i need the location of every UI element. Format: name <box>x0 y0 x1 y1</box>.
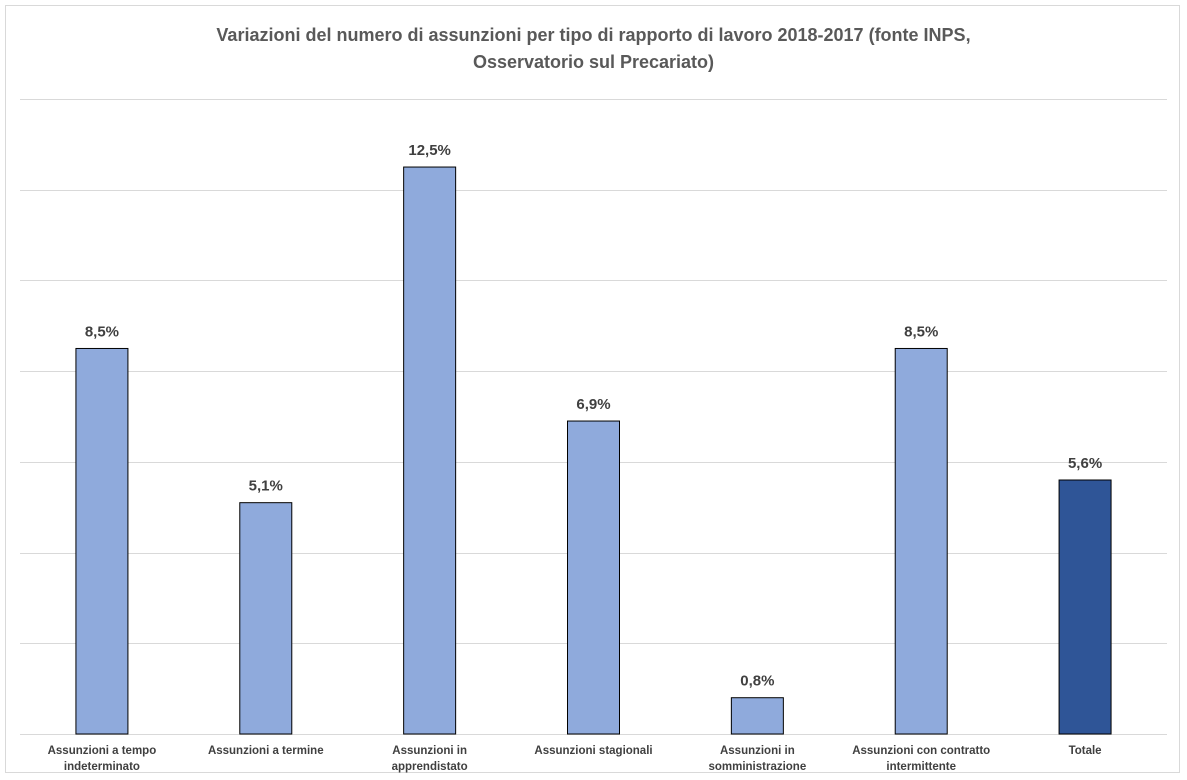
category-label-line: Assunzioni a tempo <box>48 745 157 757</box>
bar <box>403 166 457 735</box>
data-labels: 8,5% 5,1% 12,5% 6,9% 0,8% 8,5% 5,6% <box>85 142 1102 690</box>
bar <box>730 697 784 735</box>
category-label-line: somministrazione <box>708 761 806 773</box>
bar <box>894 347 948 735</box>
category-label: Assunzioni con contratto intermittente <box>852 745 990 773</box>
category-label: Assunzioni a tempo indeterminato <box>48 745 157 773</box>
data-label: 12,5% <box>408 142 451 159</box>
category-label-line: Assunzioni in <box>392 745 467 757</box>
chart-title-line-1: Variazioni del numero di assunzioni per … <box>216 25 971 45</box>
data-label: 5,1% <box>249 478 283 495</box>
bars <box>75 166 1112 735</box>
bar <box>1058 479 1112 735</box>
data-label: 0,8% <box>740 673 774 690</box>
category-label-line: Assunzioni in <box>720 745 795 757</box>
category-label: Assunzioni a termine <box>208 745 324 757</box>
data-label: 6,9% <box>576 396 610 413</box>
category-label-line: apprendistato <box>392 761 468 773</box>
category-label-line: Assunzioni con contratto <box>852 745 990 757</box>
data-label: 8,5% <box>904 323 938 340</box>
data-label: 5,6% <box>1068 455 1102 472</box>
category-label: Assunzioni in apprendistato <box>392 745 468 773</box>
category-label: Totale <box>1069 745 1102 757</box>
category-label-line: Assunzioni a termine <box>208 745 324 757</box>
category-label-line: Totale <box>1069 745 1102 757</box>
bar <box>567 420 620 735</box>
bar <box>239 502 293 735</box>
category-label: Assunzioni in somministrazione <box>708 745 806 773</box>
chart-title: Variazioni del numero di assunzioni per … <box>0 22 1187 76</box>
category-label-line: indeterminato <box>64 761 140 773</box>
data-label: 8,5% <box>85 323 119 340</box>
category-labels: Assunzioni a tempo indeterminatoAssunzion… <box>48 745 1102 773</box>
bar <box>75 347 129 735</box>
chart-title-line-2: Osservatorio sul Precariato) <box>472 52 715 72</box>
category-label: Assunzioni stagionali <box>534 745 652 757</box>
category-label-line: Assunzioni stagionali <box>534 745 652 757</box>
category-label-line: intermittente <box>886 761 956 773</box>
